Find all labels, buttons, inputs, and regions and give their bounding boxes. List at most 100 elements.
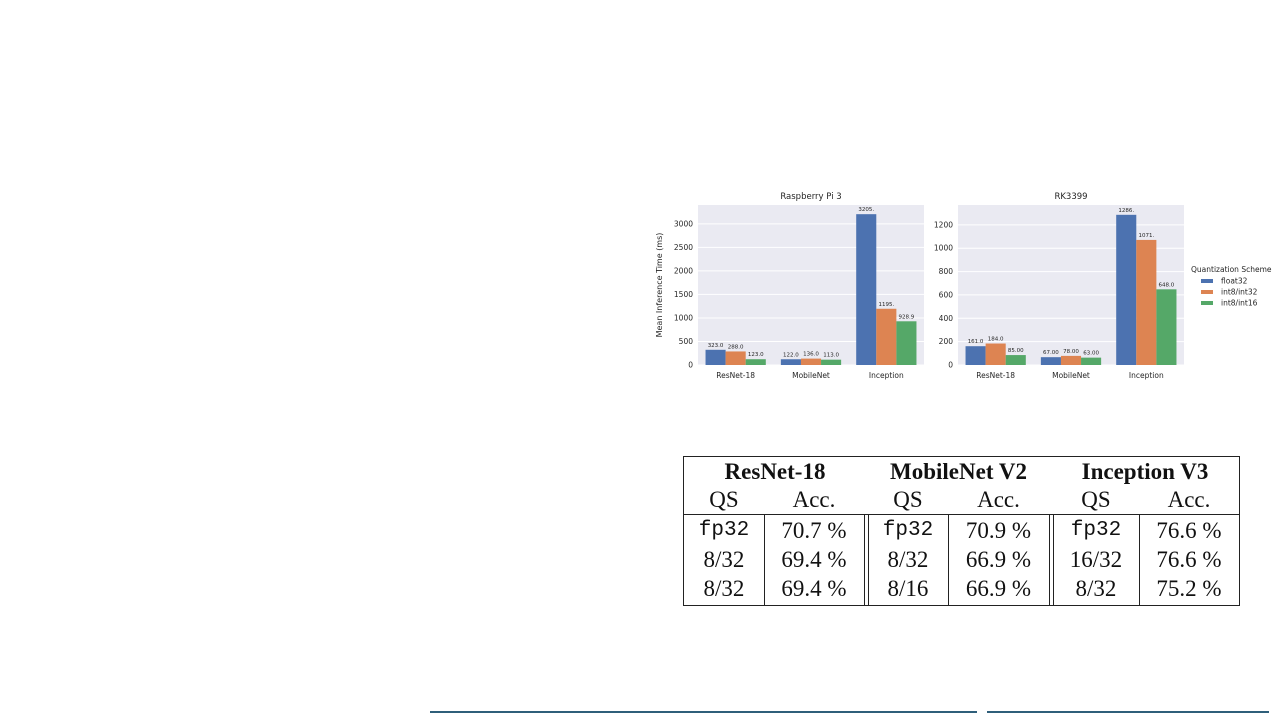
inference-time-charts: 0 500 1000 1500 2000 2500 3000 Raspberry Pi 3 Me… [650,185,1280,385]
legend-swatch [1201,301,1213,305]
bar-value-label: 1286. [1118,208,1134,214]
y-tick-label: 1200 [934,220,953,229]
y-tick-label: 800 [939,267,954,276]
acc-cell: 70.7 % [781,518,847,543]
bar-value-label: 184.0 [988,337,1004,343]
group-divider [864,514,866,605]
y-tick-label: 0 [948,361,953,370]
header-divider [684,514,1239,516]
group-divider [1049,514,1051,605]
bar [1040,357,1061,365]
bar-value-label: 3205. [858,207,874,213]
group-divider [868,514,870,605]
acc-cell: 70.9 % [965,518,1032,543]
qs-cell: 8/32 [887,547,929,572]
acc-cell: 66.9 % [965,547,1032,572]
y-tick-label: 200 [939,337,954,346]
y-tick-label: 2000 [674,266,693,275]
bar [876,308,897,365]
bar [1136,239,1157,365]
group-title-row: ResNet-18 MobileNet V2 Inception V3 [684,457,1239,486]
x-tick-label: MobileNet [1052,371,1090,380]
group-title-mobilenet: MobileNet V2 [890,459,1027,484]
bar-value-label: 1195. [878,302,894,308]
bar [800,358,822,365]
legend-swatch [1201,279,1213,283]
col-header-qs: QS [709,487,739,512]
qs-cell: 16/32 [1069,547,1123,572]
col-header-acc: Acc. [792,487,836,512]
group-title-inception: Inception V3 [1081,459,1209,484]
bar [965,346,986,365]
chart-title: Raspberry Pi 3 [780,192,841,202]
bar-value-label: 85.00 [1008,348,1024,354]
qs-cell: 8/32 [703,547,745,572]
col-header-acc: Acc. [977,487,1020,512]
bar [821,359,842,365]
bar-value-label: 122.0 [783,352,799,358]
group-title-resnet: ResNet-18 [724,459,826,484]
bar [856,214,877,365]
table-row: fp32 70.7 % fp32 70.9 % fp32 76.6 % [684,516,1239,545]
bar [1156,289,1177,365]
chart-title: RK3399 [1054,192,1087,202]
y-tick-label: 2500 [674,243,693,252]
qs-cell: 8/16 [887,576,929,601]
acc-cell: 69.4 % [781,547,847,572]
bar [1005,355,1026,365]
bar [1081,357,1102,365]
bar-value-label: 161.0 [968,339,984,345]
bar-value-label: 113.0 [823,353,839,359]
bar-value-label: 928.9 [899,314,915,320]
footer-rule-right [987,711,1269,713]
x-tick-label: ResNet-18 [976,371,1015,380]
y-tick-label: 0 [688,361,693,370]
x-tick-label: MobileNet [792,371,830,380]
x-tick-label: Inception [1129,371,1164,380]
bar-value-label: 136.0 [803,352,819,358]
accuracy-table: ResNet-18 MobileNet V2 Inception V3 QS A… [683,456,1240,606]
qs-cell: fp32 [698,519,750,542]
acc-cell: 76.6 % [1156,547,1222,572]
y-tick-label: 3000 [674,219,693,228]
acc-cell: 75.2 % [1156,576,1222,601]
bar [1116,214,1137,365]
y-axis-label: Mean Inference Time (ms) [655,233,664,338]
bar [780,359,801,365]
chart-panel-0: 0 500 1000 1500 2000 2500 3000 Raspberry Pi 3 Me… [655,192,924,380]
col-divider [764,514,766,605]
table-row: 8/32 69.4 % 8/16 66.9 % 8/32 75.2 % [684,574,1239,603]
bar-value-label: 67.00 [1043,350,1059,356]
bar-value-label: 1071. [1138,233,1154,239]
col-header-qs: QS [1081,487,1111,512]
y-tick-label: 1000 [934,244,953,253]
table-row: 8/32 69.4 % 8/32 66.9 % 16/32 76.6 % [684,545,1239,574]
chart-panel-1: 0 200 400 600 800 1000 1200 RK3399 ResNet-18 161.… [934,192,1272,380]
legend-title: Quantization Scheme [1191,265,1272,274]
bar [725,351,746,365]
bar-value-label: 323.0 [708,343,724,349]
acc-cell: 66.9 % [965,576,1032,601]
y-tick-label: 1000 [674,313,693,322]
col-divider [948,514,950,605]
qs-cell: fp32 [1070,519,1122,542]
bar [745,359,766,365]
bar [985,343,1006,365]
bar [705,349,726,365]
bar-value-label: 63.00 [1083,351,1099,357]
acc-cell: 69.4 % [781,576,847,601]
qs-cell: fp32 [882,519,934,542]
legend-entry: int8/int32 [1221,288,1258,297]
bar-value-label: 288.0 [728,344,744,350]
y-tick-label: 600 [939,290,954,299]
legend-entry: float32 [1221,277,1248,286]
legend-entry: int8/int16 [1221,299,1258,308]
column-header-row: QS Acc. QS Acc. QS Acc. [684,485,1239,514]
group-divider [1053,514,1055,605]
y-tick-label: 1500 [674,290,693,299]
bar [896,321,917,365]
qs-cell: 8/32 [703,576,745,601]
y-tick-label: 500 [679,337,694,346]
col-header-acc: Acc. [1167,487,1211,512]
legend: Quantization Scheme float32 int8/int32 int8… [1191,265,1272,308]
